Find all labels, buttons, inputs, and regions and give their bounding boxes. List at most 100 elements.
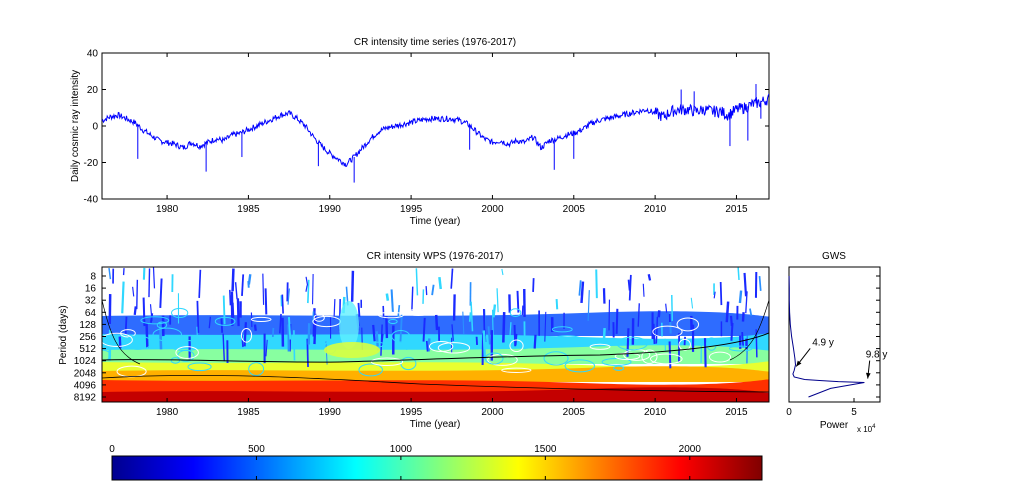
wps-contour-stroke	[124, 316, 128, 335]
wps-contour-stroke	[502, 312, 506, 343]
wps-contour-stroke	[121, 281, 125, 314]
timeseries-x-tick-label: 1990	[319, 204, 342, 215]
wps-contour-line	[102, 332, 769, 363]
wps-hotspot	[324, 342, 380, 358]
wps-contour-stroke	[229, 289, 232, 306]
wps-contour-stroke	[626, 328, 630, 357]
wps-contour-stroke	[713, 291, 716, 299]
wps-contour-stroke	[305, 285, 308, 292]
wps-contour-stroke	[411, 286, 414, 311]
wps-y-tick-label: 2048	[74, 368, 97, 379]
wps-contour-stroke	[725, 301, 730, 323]
wps-ylabel: Period (days)	[58, 305, 69, 364]
wps-contour-stroke	[264, 288, 268, 315]
wps-contour-stroke	[397, 305, 401, 319]
wps-contour-stroke	[482, 330, 486, 360]
timeseries-x-axis: 1980 1985 1990 1995 2000 2005 2010 2015	[156, 53, 748, 215]
gws-annotation-arrowhead	[865, 372, 871, 379]
wps-contour-ring	[487, 353, 518, 366]
wps-contour-stroke	[262, 273, 265, 305]
wps-contour-ring	[313, 313, 325, 322]
wps-contour-stroke	[743, 272, 748, 297]
timeseries-y-axis: -40 -20 0 20 40	[84, 49, 769, 206]
wps-contour-stroke	[305, 276, 309, 286]
wps-contour-ring	[676, 317, 700, 332]
wps-contour-ring	[728, 345, 753, 352]
wps-contour-ring	[509, 308, 522, 317]
wps-contour-stroke	[683, 336, 686, 346]
wps-contour-stroke	[544, 311, 547, 342]
wps-contour-stroke	[271, 327, 275, 338]
wps-heatmap	[102, 267, 769, 402]
wps-contour-stroke	[133, 306, 137, 316]
timeseries-x-tick-label: 2005	[563, 204, 586, 215]
wps-contour-stroke	[602, 328, 606, 341]
wps-cone-of-influence	[102, 299, 769, 365]
gws-series-line	[788, 275, 865, 398]
wps-contour-stroke	[287, 317, 292, 340]
wps-y-tick-label: 64	[85, 308, 97, 319]
wps-contour-stroke	[253, 324, 257, 331]
wps-contour-stroke	[145, 323, 149, 348]
wps-contour-stroke	[427, 338, 431, 352]
wps-contour-ring	[171, 307, 189, 319]
wps-contour-ring	[543, 351, 569, 366]
timeseries-ylabel: Daily cosmic ray intensity	[70, 70, 81, 182]
wps-x-tick-label: 2000	[481, 407, 504, 418]
colorbar-tick-label: 1000	[390, 444, 413, 455]
wps-contour-stroke	[108, 329, 112, 361]
wps-contour-stroke	[496, 288, 499, 313]
wps-contour-stroke	[738, 290, 743, 304]
wps-contour-stroke	[350, 270, 355, 302]
wps-contour-stroke	[425, 340, 429, 352]
wps-contour-stroke	[390, 289, 394, 313]
wps-contour-stroke	[234, 282, 238, 300]
wps-contour-ring	[406, 308, 431, 316]
wps-contour-ring	[652, 325, 683, 338]
wps-contour-stroke	[399, 314, 403, 343]
wps-contour-ring	[388, 318, 398, 325]
wps-contour-stroke	[671, 295, 674, 321]
wps-contour-ring	[370, 357, 404, 367]
wps-x-tick-label: 1980	[156, 407, 179, 418]
wps-contour-ring	[509, 339, 524, 352]
wps-contour-ring	[240, 327, 253, 343]
wps-y-tick-label: 4096	[74, 380, 97, 391]
timeseries-x-tick-label: 2010	[644, 204, 667, 215]
wps-contour-stroke	[243, 322, 247, 347]
wps-contour-stroke	[333, 299, 336, 319]
timeseries-series-line	[102, 93, 769, 168]
wps-contour-stroke	[108, 267, 112, 280]
wps-contour-stroke	[595, 269, 598, 299]
colorbar-tick-label: 1500	[534, 444, 557, 455]
wps-contour-stroke	[293, 330, 296, 361]
wps-contour-stroke	[241, 274, 245, 297]
wps-power-band	[102, 345, 769, 364]
timeseries-y-tick-label: -40	[84, 195, 99, 206]
wps-contour-ring	[152, 327, 183, 342]
wps-contour-ring	[214, 316, 236, 326]
wps-contour-stroke	[468, 312, 472, 322]
wps-contour-stroke	[737, 267, 740, 281]
timeseries-plot-area	[101, 52, 770, 200]
wps-contour-stroke	[231, 268, 235, 292]
timeseries-x-tick-label: 2000	[481, 204, 504, 215]
wps-contour-ring	[564, 359, 596, 373]
wps-contour-stroke	[158, 322, 163, 350]
wps-contour-stroke	[222, 333, 226, 362]
wps-x-tick-label: 2005	[563, 407, 586, 418]
wps-contour-stroke	[703, 338, 707, 368]
wps-x-tick-label: 2010	[644, 407, 667, 418]
wps-contour-stroke	[136, 279, 139, 310]
wps-power-band	[102, 387, 769, 402]
wps-contour-ring	[102, 332, 133, 348]
wps-panel: CR intensity WPS (1976-2017) 81632641282…	[58, 251, 770, 430]
wps-contour-ring	[501, 367, 532, 373]
wps-contour-ring	[358, 363, 383, 377]
wps-contour-ring	[428, 340, 454, 353]
timeseries-x-tick-label: 1985	[237, 204, 260, 215]
timeseries-y-tick-label: 0	[92, 122, 98, 133]
